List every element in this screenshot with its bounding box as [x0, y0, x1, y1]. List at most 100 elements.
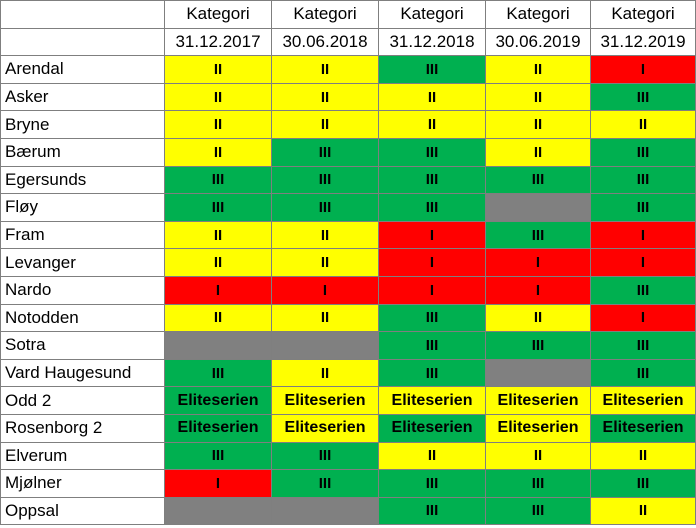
category-cell: III [590, 358, 696, 388]
table-row: Arendal II II III II I [0, 55, 696, 84]
category-cell: I [164, 469, 272, 498]
category-cell: III [271, 469, 379, 498]
category-cell: II [378, 441, 486, 471]
category-cell: Eliteserien [378, 413, 486, 443]
header-category: Kategori [378, 0, 486, 29]
category-cell: I [164, 275, 272, 305]
category-cell: II [485, 110, 591, 139]
category-cell: Eliteserien [378, 386, 486, 415]
category-cell: III [271, 137, 379, 167]
club-name-cell: Arendal [0, 55, 165, 84]
category-cell: I [590, 248, 696, 277]
category-cell: Eliteserien [590, 386, 696, 415]
category-cell: II [164, 137, 272, 167]
category-cell: III [485, 331, 591, 360]
category-cell [271, 331, 379, 360]
table-row: Elverum III III II II II [0, 441, 696, 471]
category-cell: III [378, 358, 486, 388]
category-cell: II [378, 110, 486, 139]
category-cell: Eliteserien [271, 413, 379, 443]
category-cell: III [164, 441, 272, 471]
category-cell: III [485, 469, 591, 498]
category-cell: Eliteserien [164, 386, 272, 415]
category-cell: Eliteserien [485, 386, 591, 415]
table-row: Odd 2 Eliteserien Eliteserien Eliteserien El… [0, 386, 696, 415]
club-name-cell: Bærum [0, 137, 165, 167]
category-cell: I [378, 220, 486, 250]
table-row: Oppsal III III II [0, 496, 696, 526]
category-cell: III [378, 55, 486, 84]
category-cell: III [378, 331, 486, 360]
category-cell: II [271, 220, 379, 250]
table-row: Levanger II II I I I [0, 248, 696, 277]
category-cell: II [590, 441, 696, 471]
category-cell: II [485, 55, 591, 84]
category-cell: II [271, 55, 379, 84]
table-row: Bryne II II II II II [0, 110, 696, 139]
category-cell: II [164, 82, 272, 112]
category-cell: III [590, 469, 696, 498]
category-cell: III [271, 193, 379, 222]
category-cell: III [590, 275, 696, 305]
category-cell: II [485, 441, 591, 471]
header-date: 31.12.2019 [590, 27, 696, 57]
table-row: Mjølner I III III III III [0, 469, 696, 498]
category-cell: III [378, 193, 486, 222]
header-date: 31.12.2017 [164, 27, 272, 57]
category-cell: I [590, 55, 696, 84]
club-name-cell: Asker [0, 82, 165, 112]
category-cell: II [271, 303, 379, 333]
category-cell: II [271, 248, 379, 277]
category-cell: II [590, 496, 696, 526]
category-cell: II [271, 358, 379, 388]
club-name-cell: Oppsal [0, 496, 165, 526]
category-cell: III [271, 441, 379, 471]
club-name-cell: Vard Haugesund [0, 358, 165, 388]
category-cell: III [485, 165, 591, 195]
category-cell: III [164, 165, 272, 195]
table-row: Asker II II II II III [0, 82, 696, 112]
category-cell: I [378, 275, 486, 305]
club-name-cell: Mjølner [0, 469, 165, 498]
category-cell: Eliteserien [271, 386, 379, 415]
category-cell [485, 193, 591, 222]
header-category: Kategori [164, 0, 272, 29]
category-cell: III [590, 165, 696, 195]
category-cell: Eliteserien [590, 413, 696, 443]
category-cell: III [378, 137, 486, 167]
category-cell: III [485, 496, 591, 526]
club-name-cell: Odd 2 [0, 386, 165, 415]
category-cell: III [378, 496, 486, 526]
category-cell: III [590, 193, 696, 222]
category-cell: I [590, 303, 696, 333]
category-cell: III [378, 303, 486, 333]
table-row: Fram II II I III I [0, 220, 696, 250]
category-cell [271, 496, 379, 526]
table-row: Notodden II II III II I [0, 303, 696, 333]
header-date: 30.06.2019 [485, 27, 591, 57]
header-corner-cell [0, 0, 165, 29]
club-name-cell: Sotra [0, 331, 165, 360]
table-row: Vard Haugesund III II III III [0, 358, 696, 388]
category-cell: Eliteserien [485, 413, 591, 443]
category-cell: Eliteserien [164, 413, 272, 443]
category-cell: III [378, 469, 486, 498]
category-cell: I [378, 248, 486, 277]
club-name-cell: Rosenborg 2 [0, 413, 165, 443]
category-cell: I [485, 248, 591, 277]
category-cell [164, 496, 272, 526]
header-date: 31.12.2018 [378, 27, 486, 57]
category-cell: I [271, 275, 379, 305]
category-cell: II [378, 82, 486, 112]
category-cell: II [271, 82, 379, 112]
category-cell: III [271, 165, 379, 195]
category-cell: II [485, 82, 591, 112]
header-row-category: Kategori Kategori Kategori Kategori Kate… [0, 0, 696, 29]
header-category: Kategori [485, 0, 591, 29]
category-cell: II [164, 248, 272, 277]
club-name-cell: Elverum [0, 441, 165, 471]
category-cell: II [485, 303, 591, 333]
category-cell: III [590, 137, 696, 167]
category-cell: III [164, 193, 272, 222]
